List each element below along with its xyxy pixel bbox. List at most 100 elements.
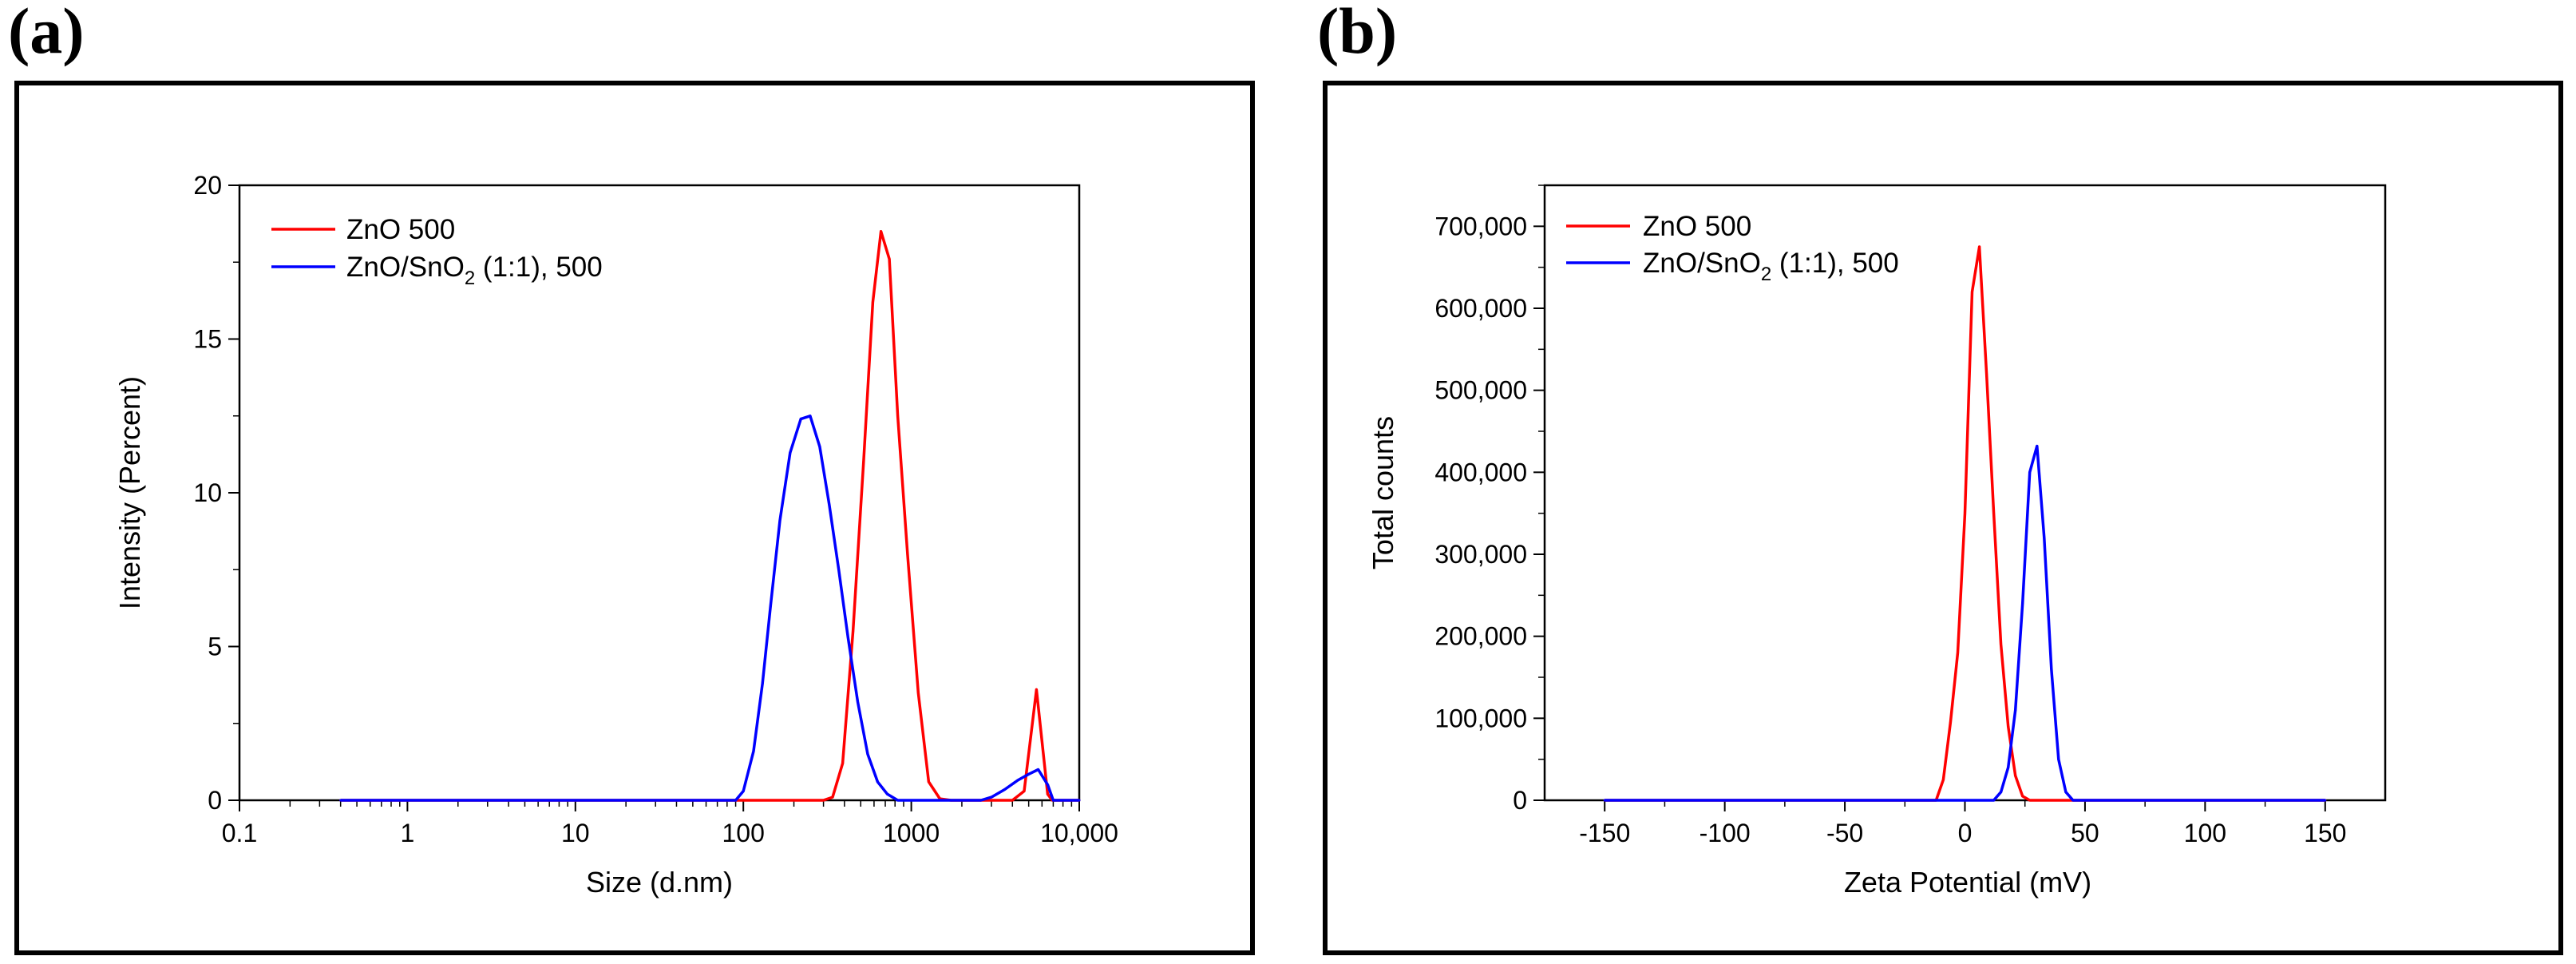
chart-a-point [1035, 688, 1038, 691]
chart-a-xtick-label: 1000 [883, 819, 940, 847]
chart-a-point [1037, 768, 1040, 771]
chart-a-point [906, 799, 909, 802]
chart-a-point [799, 418, 802, 421]
chart-b-point [2007, 725, 2010, 728]
chart-a-point [846, 636, 849, 639]
panel-a-frame [14, 81, 1255, 955]
chart-b-ylabel: Total counts [1367, 416, 1399, 569]
chart-b-point [2021, 795, 2024, 798]
chart-b-point [2043, 537, 2046, 539]
chart-b-point [2007, 766, 2010, 769]
chart-b-point [1978, 245, 1981, 248]
chart-b-legend: ZnO 500 ZnO/SnO2 (1:1), 500 [1566, 211, 1899, 285]
chart-a-point [1011, 799, 1014, 802]
chart-a-point [871, 300, 874, 303]
chart-a-xtick-label: 1 [401, 819, 415, 847]
chart-a-point [886, 792, 889, 795]
chart-b-xtick-label: 0 [1958, 819, 1973, 847]
chart-a-ytick-label: 0 [208, 786, 222, 815]
chart-a-point [752, 749, 755, 752]
chart-a-legend-label-zno: ZnO 500 [346, 214, 455, 245]
panel-a-letter: (a) [8, 0, 85, 67]
panel-b-letter: (b) [1317, 0, 1398, 67]
chart-a-series-zno [340, 230, 1079, 802]
chart-b-point [2014, 708, 2017, 712]
chart-a-point [1046, 792, 1049, 795]
chart-b-series-zno [1605, 245, 2325, 802]
chart-a-point [1047, 783, 1050, 787]
chart-b-xtick-label: 150 [2304, 819, 2346, 847]
chart-a-xtick-label: 10 [561, 819, 590, 847]
chart-a-series-znosno2 [340, 415, 1079, 802]
chart-b-xtick-label: -50 [1826, 819, 1863, 847]
chart-b-ytick-label: 300,000 [1434, 540, 1527, 569]
chart-a-point [857, 700, 859, 704]
chart-b-point [2324, 799, 2327, 802]
chart-b-ytick-label: 200,000 [1434, 622, 1527, 651]
chart-a-point [837, 568, 841, 571]
chart-b-point [1992, 799, 1996, 802]
chart-b: Zeta Potential (mV) Total counts ZnO 500… [1367, 184, 2387, 899]
chart-b-point [2000, 643, 2003, 646]
chart-a-point [896, 799, 900, 802]
chart-a-point [841, 762, 845, 765]
chart-a-point [876, 780, 879, 783]
chart-a-xtick-label: 0.1 [222, 819, 257, 847]
chart-b-legend-label-znosno2: ZnO/SnO2 (1:1), 500 [1643, 248, 1899, 285]
chart-b-point [2021, 602, 2024, 605]
chart-b-point [1985, 372, 1988, 375]
chart-b-point [2000, 791, 2003, 794]
chart-b-xtick-label: 50 [2071, 819, 2099, 847]
chart-a-point [990, 795, 993, 799]
chart-a-xtick-label: 10,000 [1040, 819, 1118, 847]
chart-b-point [2028, 470, 2032, 474]
chart-b-ytick-label: 500,000 [1434, 376, 1527, 405]
chart-b-legend-label-zno: ZnO 500 [1643, 211, 1751, 242]
chart-a-point [809, 415, 812, 418]
chart-a-ytick-label: 20 [193, 171, 222, 200]
chart-a-point [979, 799, 983, 802]
chart-a: Size (d.nm) Intensity (Percent) ZnO 500 … [113, 171, 1118, 899]
chart-b-point [2064, 791, 2068, 794]
chart-b-xtick-label: -150 [1579, 819, 1630, 847]
chart-b-point [2050, 668, 2053, 671]
chart-a-point [1016, 779, 1019, 782]
panel-b-frame [1323, 81, 2563, 955]
chart-b-point [1992, 512, 1996, 515]
chart-a-point [906, 553, 909, 556]
chart-a-point [734, 799, 738, 802]
chart-a-point [789, 451, 792, 454]
chart-a-point [1003, 788, 1007, 791]
chart-a-point [896, 415, 900, 418]
chart-a-point [831, 795, 834, 799]
chart-b-xtick-label: -100 [1700, 819, 1751, 847]
chart-b-point [1964, 512, 1966, 515]
chart-a-point [927, 780, 930, 783]
chart-b-point [1603, 799, 1606, 802]
chart-a-legend-label-znosno2: ZnO/SnO2 (1:1), 500 [346, 252, 603, 289]
chart-a-point [866, 752, 869, 756]
chart-a-ylabel: Intensity (Percent) [113, 376, 146, 609]
chart-b-point [2036, 445, 2039, 447]
chart-b-ytick-label: 600,000 [1434, 294, 1527, 323]
chart-a-xtick-label: 100 [722, 819, 765, 847]
chart-a-point [761, 682, 764, 685]
chart-b-point [2071, 799, 2075, 802]
chart-b-series-znosno2 [1605, 444, 2325, 802]
chart-b-point [1957, 651, 1959, 654]
chart-b-ytick-label: 700,000 [1434, 212, 1527, 240]
chart-b-point [1941, 778, 1945, 781]
chart-b-ytick-label: 0 [1513, 786, 1527, 815]
chart-b-ytick-label: 400,000 [1434, 458, 1527, 486]
chart-a-point [880, 230, 883, 233]
chart-a-point [778, 519, 782, 522]
chart-a-point [769, 605, 772, 608]
chart-b-point [1949, 721, 1952, 724]
chart-b-xtick-label: 100 [2184, 819, 2226, 847]
chart-b-point [2057, 758, 2060, 761]
chart-a-point [852, 629, 855, 633]
chart-a-point [888, 257, 891, 260]
chart-a-legend: ZnO 500 ZnO/SnO2 (1:1), 500 [271, 214, 603, 289]
chart-b-xlabel: Zeta Potential (mV) [1844, 866, 2091, 899]
